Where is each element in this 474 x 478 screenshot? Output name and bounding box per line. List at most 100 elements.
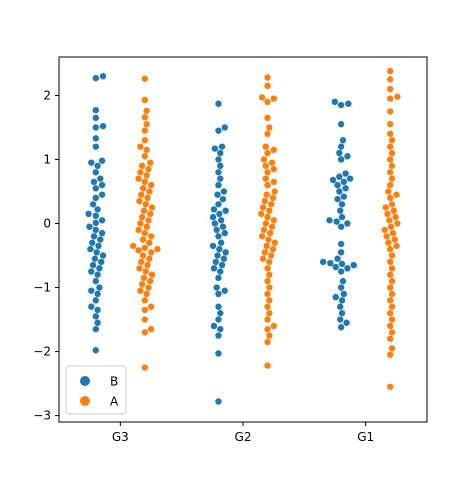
data-point-A-G2 — [264, 325, 271, 333]
data-point-A-G1 — [388, 290, 396, 298]
data-point-A-G3 — [147, 303, 155, 310]
data-point-A-G1 — [387, 297, 394, 304]
data-point-A-G3 — [138, 162, 146, 170]
legend-marker-A — [80, 396, 90, 406]
data-point-A-G2 — [271, 188, 278, 195]
data-point-B-G3 — [92, 325, 100, 333]
data-point-A-G1 — [391, 236, 398, 243]
data-point-B-G2 — [215, 316, 222, 323]
data-point-B-G3 — [89, 261, 97, 269]
data-point-A-G1 — [388, 149, 396, 157]
data-point-A-G3 — [141, 127, 149, 134]
y-tick-label: 0 — [43, 216, 51, 230]
data-point-B-G3 — [88, 303, 95, 310]
data-point-B-G3 — [92, 277, 100, 285]
data-point-B-G2 — [215, 156, 222, 163]
data-point-B-G2 — [215, 169, 222, 176]
data-point-B-G2 — [213, 226, 220, 234]
data-point-B-G2 — [215, 274, 222, 282]
data-point-A-G3 — [154, 245, 161, 253]
data-point-B-G2 — [222, 249, 229, 256]
data-point-B-G2 — [211, 220, 219, 227]
data-point-B-G2 — [217, 162, 224, 170]
data-point-A-G2 — [258, 233, 266, 240]
data-point-A-G2 — [269, 245, 277, 253]
data-point-A-G3 — [145, 165, 152, 173]
data-point-A-G2 — [262, 175, 269, 182]
data-point-A-G2 — [264, 213, 271, 221]
data-point-B-G3 — [86, 223, 93, 230]
data-point-A-G1 — [385, 188, 392, 195]
data-point-A-G1 — [387, 309, 394, 317]
data-point-B-G3 — [96, 284, 103, 291]
data-point-A-G3 — [139, 252, 147, 259]
data-point-A-G3 — [141, 306, 149, 314]
data-point-B-G3 — [92, 169, 100, 176]
data-point-B-G2 — [217, 149, 224, 157]
data-point-A-G3 — [138, 213, 146, 221]
data-point-A-G2 — [263, 242, 270, 250]
data-point-A-G3 — [147, 277, 154, 285]
y-tick-label: 1 — [43, 152, 51, 166]
data-point-B-G2 — [220, 188, 228, 195]
data-point-B-G2 — [215, 303, 222, 310]
data-point-A-G1 — [388, 303, 396, 310]
data-point-B-G3 — [92, 74, 100, 82]
data-point-A-G2 — [258, 210, 265, 218]
data-point-B-G3 — [89, 239, 96, 246]
data-point-B-G3 — [92, 106, 100, 114]
data-point-B-G3 — [90, 178, 98, 186]
data-point-A-G3 — [144, 261, 151, 269]
data-point-B-G1 — [338, 213, 346, 221]
data-point-B-G3 — [94, 306, 101, 314]
data-point-B-G2 — [219, 195, 227, 203]
data-point-B-G1 — [336, 149, 343, 157]
data-point-A-G2 — [270, 146, 278, 154]
data-point-B-G3 — [98, 157, 106, 164]
y-tick-label: −3 — [33, 409, 51, 423]
data-point-A-G2 — [264, 265, 271, 272]
data-point-B-G3 — [94, 319, 101, 326]
data-point-B-G2 — [219, 223, 227, 230]
data-point-B-G3 — [93, 249, 100, 256]
data-point-A-G1 — [387, 271, 394, 278]
data-point-B-G3 — [92, 114, 100, 122]
data-point-A-G3 — [141, 96, 149, 104]
data-point-A-G2 — [262, 162, 269, 170]
data-point-A-G3 — [141, 178, 149, 186]
data-point-A-G3 — [139, 236, 147, 243]
data-point-B-G3 — [85, 210, 92, 218]
data-point-A-G1 — [388, 162, 396, 170]
data-point-A-G2 — [264, 74, 271, 81]
data-point-B-G3 — [94, 290, 101, 298]
data-point-A-G2 — [261, 197, 269, 205]
data-point-B-G2 — [215, 350, 222, 357]
data-point-A-G2 — [264, 149, 271, 157]
data-point-A-G3 — [140, 274, 148, 282]
data-point-B-G1 — [333, 218, 340, 225]
data-point-A-G3 — [141, 113, 149, 121]
data-point-B-G3 — [94, 162, 101, 170]
data-point-B-G2 — [209, 242, 217, 250]
data-point-A-G1 — [388, 345, 396, 352]
data-point-A-G2 — [258, 94, 266, 101]
data-point-A-G3 — [135, 247, 142, 254]
data-point-B-G3 — [92, 212, 100, 220]
data-point-A-G1 — [387, 156, 394, 163]
data-point-B-G1 — [337, 249, 345, 256]
data-point-B-G2 — [216, 210, 223, 218]
data-point-A-G1 — [387, 169, 394, 176]
data-point-A-G1 — [387, 76, 394, 83]
data-point-B-G3 — [99, 122, 107, 130]
data-point-A-G2 — [260, 156, 268, 163]
data-point-A-G2 — [266, 258, 273, 266]
data-point-B-G3 — [92, 194, 100, 202]
data-point-A-G3 — [142, 268, 149, 275]
data-point-A-G1 — [387, 284, 394, 291]
data-point-A-G1 — [387, 130, 394, 138]
data-point-A-G3 — [147, 325, 155, 333]
data-point-B-G1 — [339, 277, 347, 285]
legend-marker-B — [80, 376, 90, 386]
data-point-B-G2 — [217, 325, 224, 333]
data-point-A-G2 — [262, 143, 269, 150]
